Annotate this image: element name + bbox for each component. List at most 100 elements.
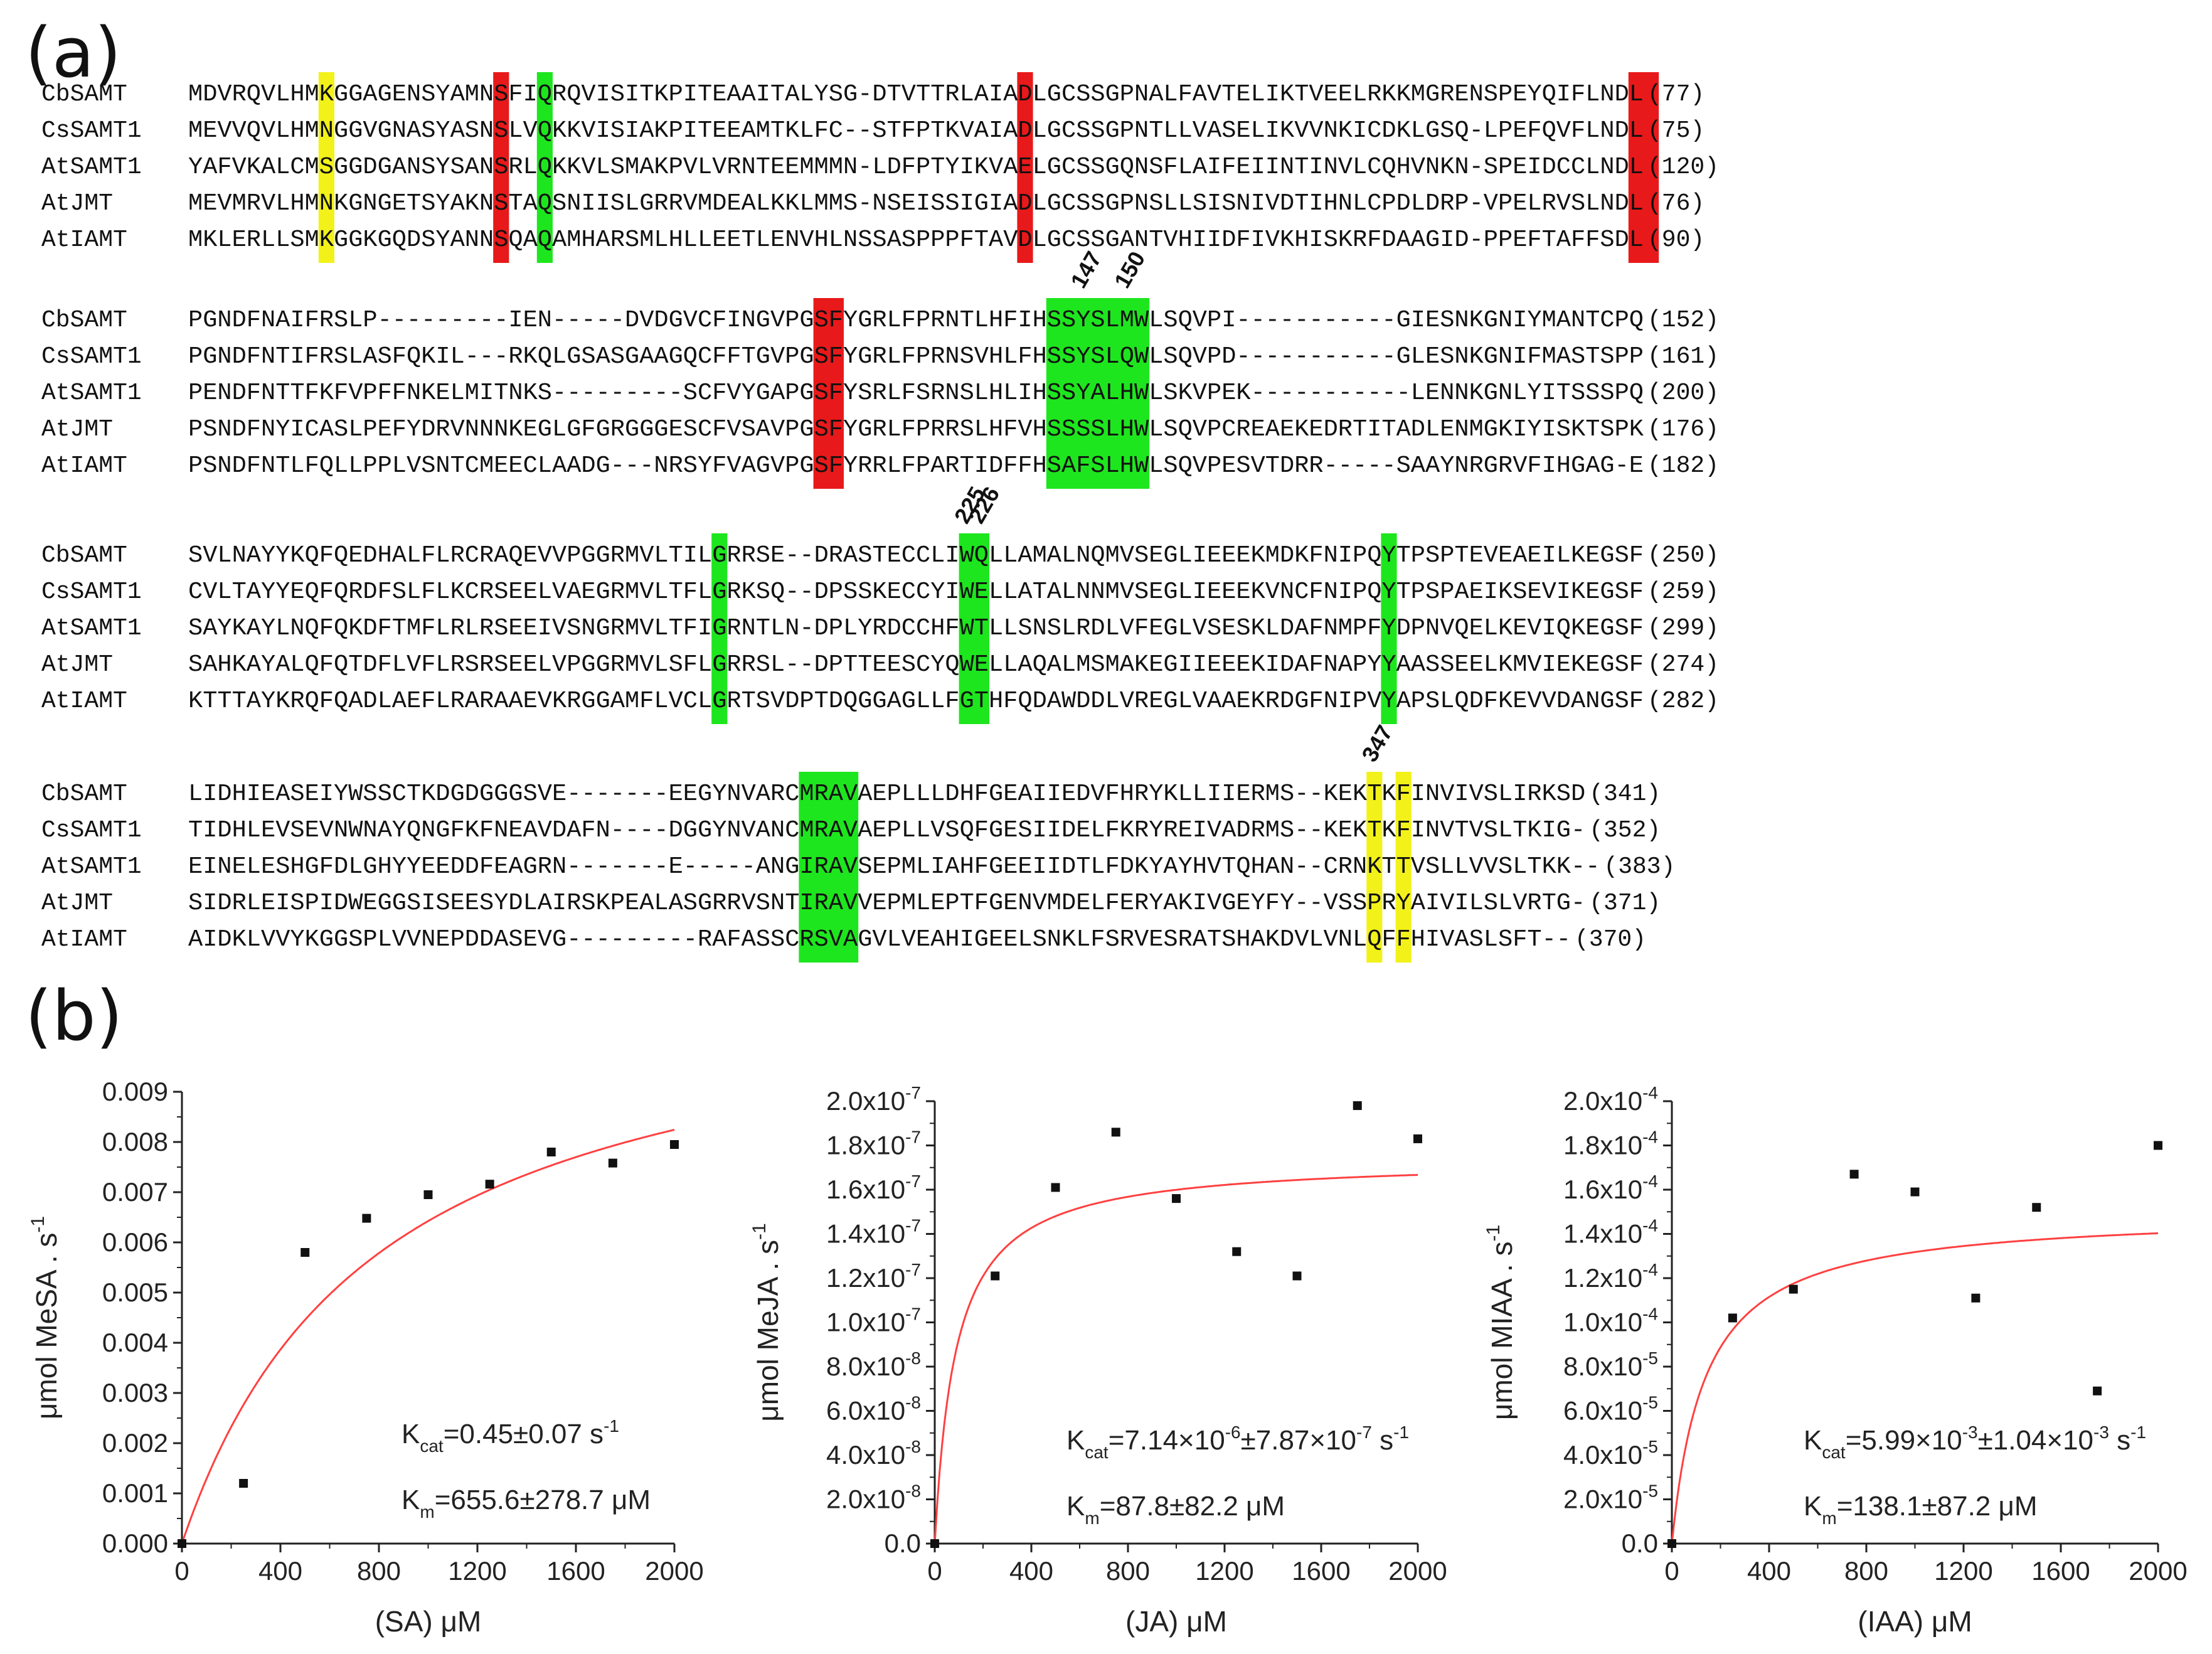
sequence-residues: CVLTAYYEQFQRDFSLFLKCRSEELVAEGRMVLTFLGRKS… (188, 579, 1644, 606)
sequence-position: (77) (1647, 81, 1704, 108)
data-point (1111, 1128, 1120, 1137)
chart-sa-kinetics: 0.000 0.001 0.002 0.003 0.004 0.005 0.006 0.007… (28, 1077, 704, 1638)
sequence-name: CbSAMT (41, 542, 127, 569)
x-axis-label: (SA) μM (375, 1605, 482, 1638)
y-tick-label: 2.0x10-8 (826, 1481, 921, 1514)
sequence-name: AtJMT (41, 190, 113, 217)
y-tick-label: 8.0x10-8 (826, 1348, 921, 1381)
y-tick-label: 0.002 (102, 1428, 168, 1458)
y-axis-label: μmol MeJA . s-1 (749, 1223, 784, 1421)
sequence-name: CbSAMT (41, 81, 127, 108)
y-tick-label: 8.0x10-5 (1563, 1348, 1658, 1381)
data-point (1971, 1293, 1981, 1303)
sequence-name: AtJMT (41, 416, 113, 443)
residue-marker: 150 (1109, 247, 1151, 292)
sequence-name: AtSAMT1 (41, 615, 142, 642)
data-point (930, 1539, 939, 1548)
sequence-position: (250) (1647, 542, 1719, 569)
data-point (178, 1539, 186, 1548)
sequence-alignment: CbSAMT MDVRQVLHMKGGAGENSYAMNSFIQRQVISITKP… (41, 72, 1719, 963)
sequence-name: AtIAMT (41, 452, 127, 479)
sequence-position: (75) (1647, 117, 1704, 144)
residue-highlight-green (711, 533, 728, 724)
sequence-position: (274) (1647, 651, 1719, 678)
residue-highlight-yellow (1395, 772, 1412, 963)
data-point (546, 1148, 556, 1156)
x-tick-label: 400 (1747, 1556, 1791, 1586)
sequence-residues: MDVRQVLHMKGGAGENSYAMNSFIQRQVISITKPITEAAI… (188, 81, 1644, 108)
data-point (1667, 1539, 1676, 1548)
sequence-name: AtIAMT (41, 227, 127, 253)
sequence-position: (299) (1647, 615, 1719, 642)
residue-highlight-red (813, 298, 844, 489)
sequence-residues: SAHKAYALQFQTDFLVFLRSRSEELVPGGRMVLSFLGRRS… (188, 651, 1644, 678)
y-tick-label: 0.004 (102, 1328, 168, 1357)
y-tick-label: 0.006 (102, 1227, 168, 1257)
y-tick-label: 0.000 (102, 1529, 168, 1558)
x-axis-label: (IAA) μM (1858, 1605, 1972, 1638)
chart-ja-kinetics: 0.0 2.0x10-8 4.0x10-8 6.0x10-8 8.0x10-8 1.0x1… (749, 1083, 1447, 1638)
sequence-name: AtSAMT1 (41, 380, 142, 407)
data-point (1172, 1194, 1181, 1203)
data-point (608, 1158, 617, 1168)
residue-highlight-yellow (1366, 772, 1383, 963)
sequence-name: AtIAMT (41, 688, 127, 715)
data-point (1789, 1284, 1798, 1294)
residue-highlight-red (493, 72, 509, 263)
x-tick-label: 2000 (645, 1556, 703, 1586)
sequence-residues: MEVMRVLHMNKGNGETSYAKNSTAQSNIISLGRRVMDEAL… (188, 190, 1644, 217)
x-tick-label: 1200 (448, 1556, 506, 1586)
sequence-residues: PSNDFNTLFQLLPPLVSNTCMEECLAADG---NRSYFVAG… (188, 452, 1644, 479)
sequence-name: AtIAMT (41, 926, 127, 953)
data-point (1051, 1183, 1060, 1192)
data-point (362, 1214, 371, 1223)
sequence-name: CsSAMT1 (41, 117, 142, 144)
data-point (1353, 1101, 1362, 1111)
x-tick-label: 1600 (1292, 1556, 1350, 1586)
residue-highlight-green (1046, 298, 1150, 489)
sequence-name: CsSAMT1 (41, 579, 142, 606)
sequence-residues: TIDHLEVSEVNWNAYQNGFKFNEAVDAFN----DGGYNVA… (188, 817, 1585, 844)
y-tick-label: 0.003 (102, 1378, 168, 1407)
x-tick-label: 0 (174, 1556, 189, 1586)
km-annotation: Km=655.6±278.7 μM (401, 1485, 651, 1522)
sequence-position: (352) (1589, 817, 1661, 844)
sequence-position: (182) (1647, 452, 1719, 479)
sequence-residues: SAYKAYLNQFQKDFTMFLRLRSEEIVSNGRMVLTFIGRNT… (188, 615, 1644, 642)
km-annotation: Km=87.8±82.2 μM (1066, 1491, 1285, 1528)
sequence-position: (282) (1647, 688, 1719, 715)
y-tick-label: 1.2x10-7 (826, 1260, 921, 1293)
sequence-residues: SIDRLEISPIDWEGGSISEESYDLAIRSKPEALASGRRVS… (188, 890, 1585, 917)
y-axis-label: μmol MeSA . s-1 (28, 1216, 63, 1419)
residue-highlight-green (959, 533, 989, 724)
y-tick-label: 1.0x10-7 (826, 1305, 921, 1337)
sequence-position: (383) (1603, 853, 1675, 880)
y-tick-label: 2.0x10-5 (1563, 1481, 1658, 1514)
sequence-name: CsSAMT1 (41, 343, 142, 370)
sequence-position: (200) (1647, 380, 1719, 407)
residue-highlight-green (536, 72, 553, 263)
sequence-position: (152) (1647, 307, 1719, 334)
data-point (485, 1180, 494, 1189)
data-point (2093, 1386, 2102, 1395)
sequence-residues: MKLERLLSMKGGKGQDSYANNSQAQAMHARSMLHLLEETL… (188, 227, 1644, 253)
y-tick-label: 0.009 (102, 1077, 168, 1106)
data-point (423, 1190, 433, 1199)
data-point (1292, 1271, 1302, 1281)
kcat-annotation: Kcat=0.45±0.07 s-1 (401, 1416, 619, 1456)
panel-b-label: (b) (25, 976, 123, 1056)
data-point (300, 1248, 310, 1257)
chart-iaa-kinetics: 0.0 2.0x10-5 4.0x10-5 6.0x10-5 8.0x10-5 1.0x1… (1483, 1083, 2188, 1638)
residue-highlight-red (1628, 72, 1659, 263)
x-axis-label: (JA) μM (1125, 1605, 1227, 1638)
fit-curve (181, 1129, 675, 1544)
y-tick-label: 1.6x10-7 (826, 1171, 921, 1204)
sequence-name: AtJMT (41, 890, 113, 917)
sequence-name: CbSAMT (41, 781, 127, 808)
sequence-residues: PENDFNTTFKFVPFFNKELMITNKS---------SCFVYG… (188, 380, 1644, 407)
alignment-block: CbSAMT MDVRQVLHMKGGAGENSYAMNSFIQRQVISITKP… (41, 72, 1719, 263)
data-point (2032, 1203, 2041, 1212)
y-tick-label: 6.0x10-5 (1563, 1393, 1658, 1426)
sequence-residues: AIDKLVVYKGGSPLVVNEPDDASEVG---------RAFAS… (188, 926, 1571, 953)
y-tick-label: 0.007 (102, 1177, 168, 1207)
